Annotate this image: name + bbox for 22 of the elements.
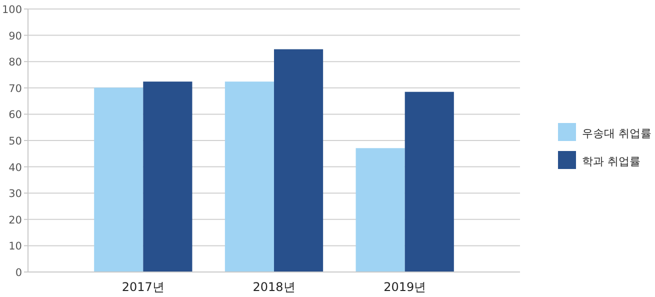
y-tick-label: 80 [8,56,22,69]
x-tick-label: 2019년 [384,280,426,294]
y-tick-label: 0 [15,267,22,279]
x-tick-label: 2017년 [122,280,164,294]
y-tick-label: 40 [8,162,22,174]
y-tick-label: 30 [8,188,22,200]
y-tick-label: 60 [8,109,22,122]
x-tick-label: 2018년 [252,280,296,294]
bar [143,82,192,272]
bar [224,82,274,272]
y-tick-label: 20 [8,214,22,226]
y-tick-label: 90 [8,30,22,42]
y-tick-label: 50 [8,136,22,148]
bar [94,88,144,272]
legend-label: 학과 취업률 [582,155,640,168]
bar [404,92,454,272]
legend-label: 우송대 취업률 [582,127,652,140]
bar [274,49,324,272]
y-tick-label: 100 [2,4,22,16]
y-tick-label: 10 [8,240,22,253]
bar [356,148,405,272]
y-tick-label: 70 [8,82,22,95]
